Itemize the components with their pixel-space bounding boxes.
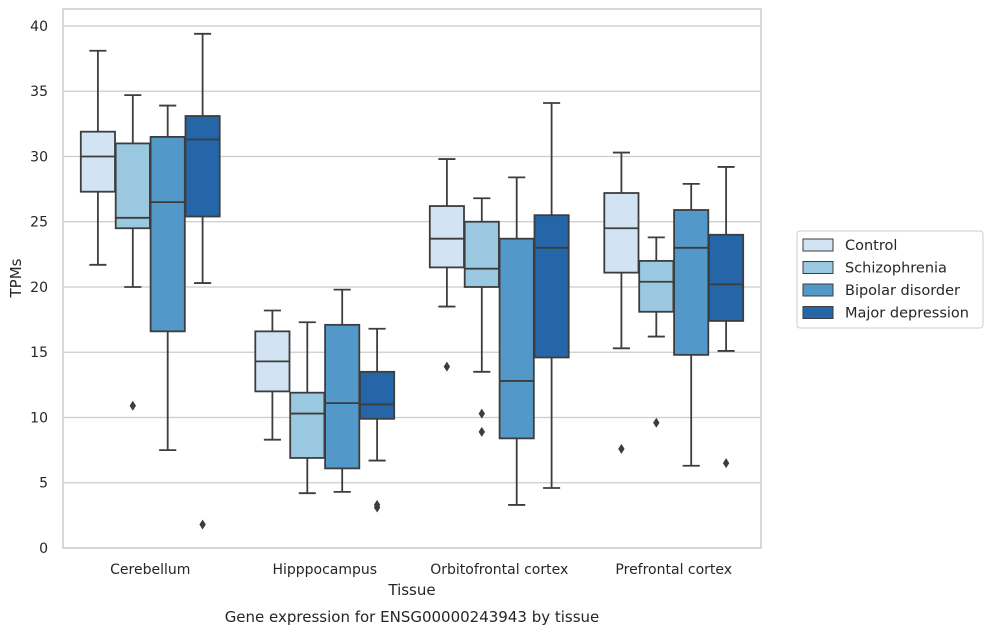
y-tick-label: 0: [39, 541, 48, 557]
box-schizophrenia: [463, 197, 500, 437]
legend-swatch: [802, 238, 834, 252]
y-tick-label: 25: [30, 215, 48, 231]
box-major-depression: [184, 32, 221, 530]
outlier-point: [478, 426, 485, 437]
outlier-point: [722, 458, 730, 469]
box-bipolar-disorder: [673, 182, 710, 467]
box-bipolar-disorder: [498, 176, 535, 506]
box-iqr: [463, 220, 500, 288]
legend-frame: [796, 230, 984, 329]
legend-swatch: [802, 261, 834, 274]
outlier-point: [653, 417, 660, 428]
box-major-depression: [708, 166, 745, 469]
box-iqr: [289, 391, 326, 459]
y-tick-label: 35: [30, 84, 48, 100]
legend-label: Major depression: [845, 306, 969, 322]
box-control: [603, 151, 640, 454]
x-axis-label: Tissue: [387, 581, 435, 599]
outlier-point: [443, 361, 451, 372]
legend-label: Schizophrenia: [845, 261, 947, 277]
box-control: [428, 158, 465, 372]
y-tick-label: 10: [30, 410, 48, 426]
plot-area-frame: [62, 8, 762, 549]
outlier-point: [478, 408, 485, 419]
y-axis-label: TPMs: [7, 258, 25, 298]
y-tick-label: 40: [30, 19, 48, 35]
box-iqr: [149, 135, 186, 333]
box-schizophrenia: [289, 321, 326, 495]
box-iqr: [498, 237, 535, 440]
box-iqr: [184, 115, 221, 218]
box-iqr: [603, 192, 640, 274]
x-tick-label: Hipppocampus: [272, 562, 377, 578]
outlier-point: [618, 443, 625, 454]
box-iqr: [533, 214, 570, 359]
legend-swatch: [802, 306, 834, 319]
outlier-point: [129, 400, 136, 411]
legend-label: Bipolar disorder: [845, 283, 960, 299]
y-tick-labels: 0 5 10 15 20 25 30 35 40: [30, 19, 48, 557]
box-iqr: [673, 209, 710, 356]
outlier-point: [373, 502, 381, 513]
box-schizophrenia: [114, 94, 151, 411]
box-iqr: [79, 130, 116, 193]
box-control: [254, 309, 291, 441]
box-iqr: [428, 205, 465, 269]
box-iqr: [638, 259, 675, 313]
x-tick-label: Cerebellum: [110, 562, 190, 578]
y-tick-label: 5: [39, 476, 48, 492]
box-iqr: [324, 323, 361, 470]
y-tick-label: 15: [30, 345, 48, 361]
box-bipolar-disorder: [324, 288, 361, 493]
legend-swatch: [802, 283, 834, 297]
box-control: [79, 49, 116, 266]
outlier-point: [199, 519, 206, 530]
box-iqr: [114, 142, 151, 230]
box-schizophrenia: [638, 236, 675, 428]
legend-label: Control: [845, 238, 897, 254]
box-major-depression: [359, 327, 396, 513]
box-iqr: [359, 370, 396, 420]
x-tick-labels: Cerebellum Hipppocampus Orbitofrontal cort…: [110, 562, 732, 578]
legend: Control Schizophrenia Bipolar disorder Majo…: [796, 230, 984, 329]
box-groups: [79, 32, 745, 530]
x-tick-label: Orbitofrontal cortex: [430, 562, 568, 578]
box-bipolar-disorder: [149, 104, 186, 452]
box-major-depression: [533, 102, 570, 489]
y-tick-label: 30: [30, 149, 48, 165]
y-tick-label: 20: [30, 280, 48, 296]
chart-caption: Gene expression for ENSG00000243943 by t…: [225, 608, 600, 626]
box-iqr: [708, 233, 745, 322]
x-tick-label: Prefrontal cortex: [615, 562, 732, 578]
